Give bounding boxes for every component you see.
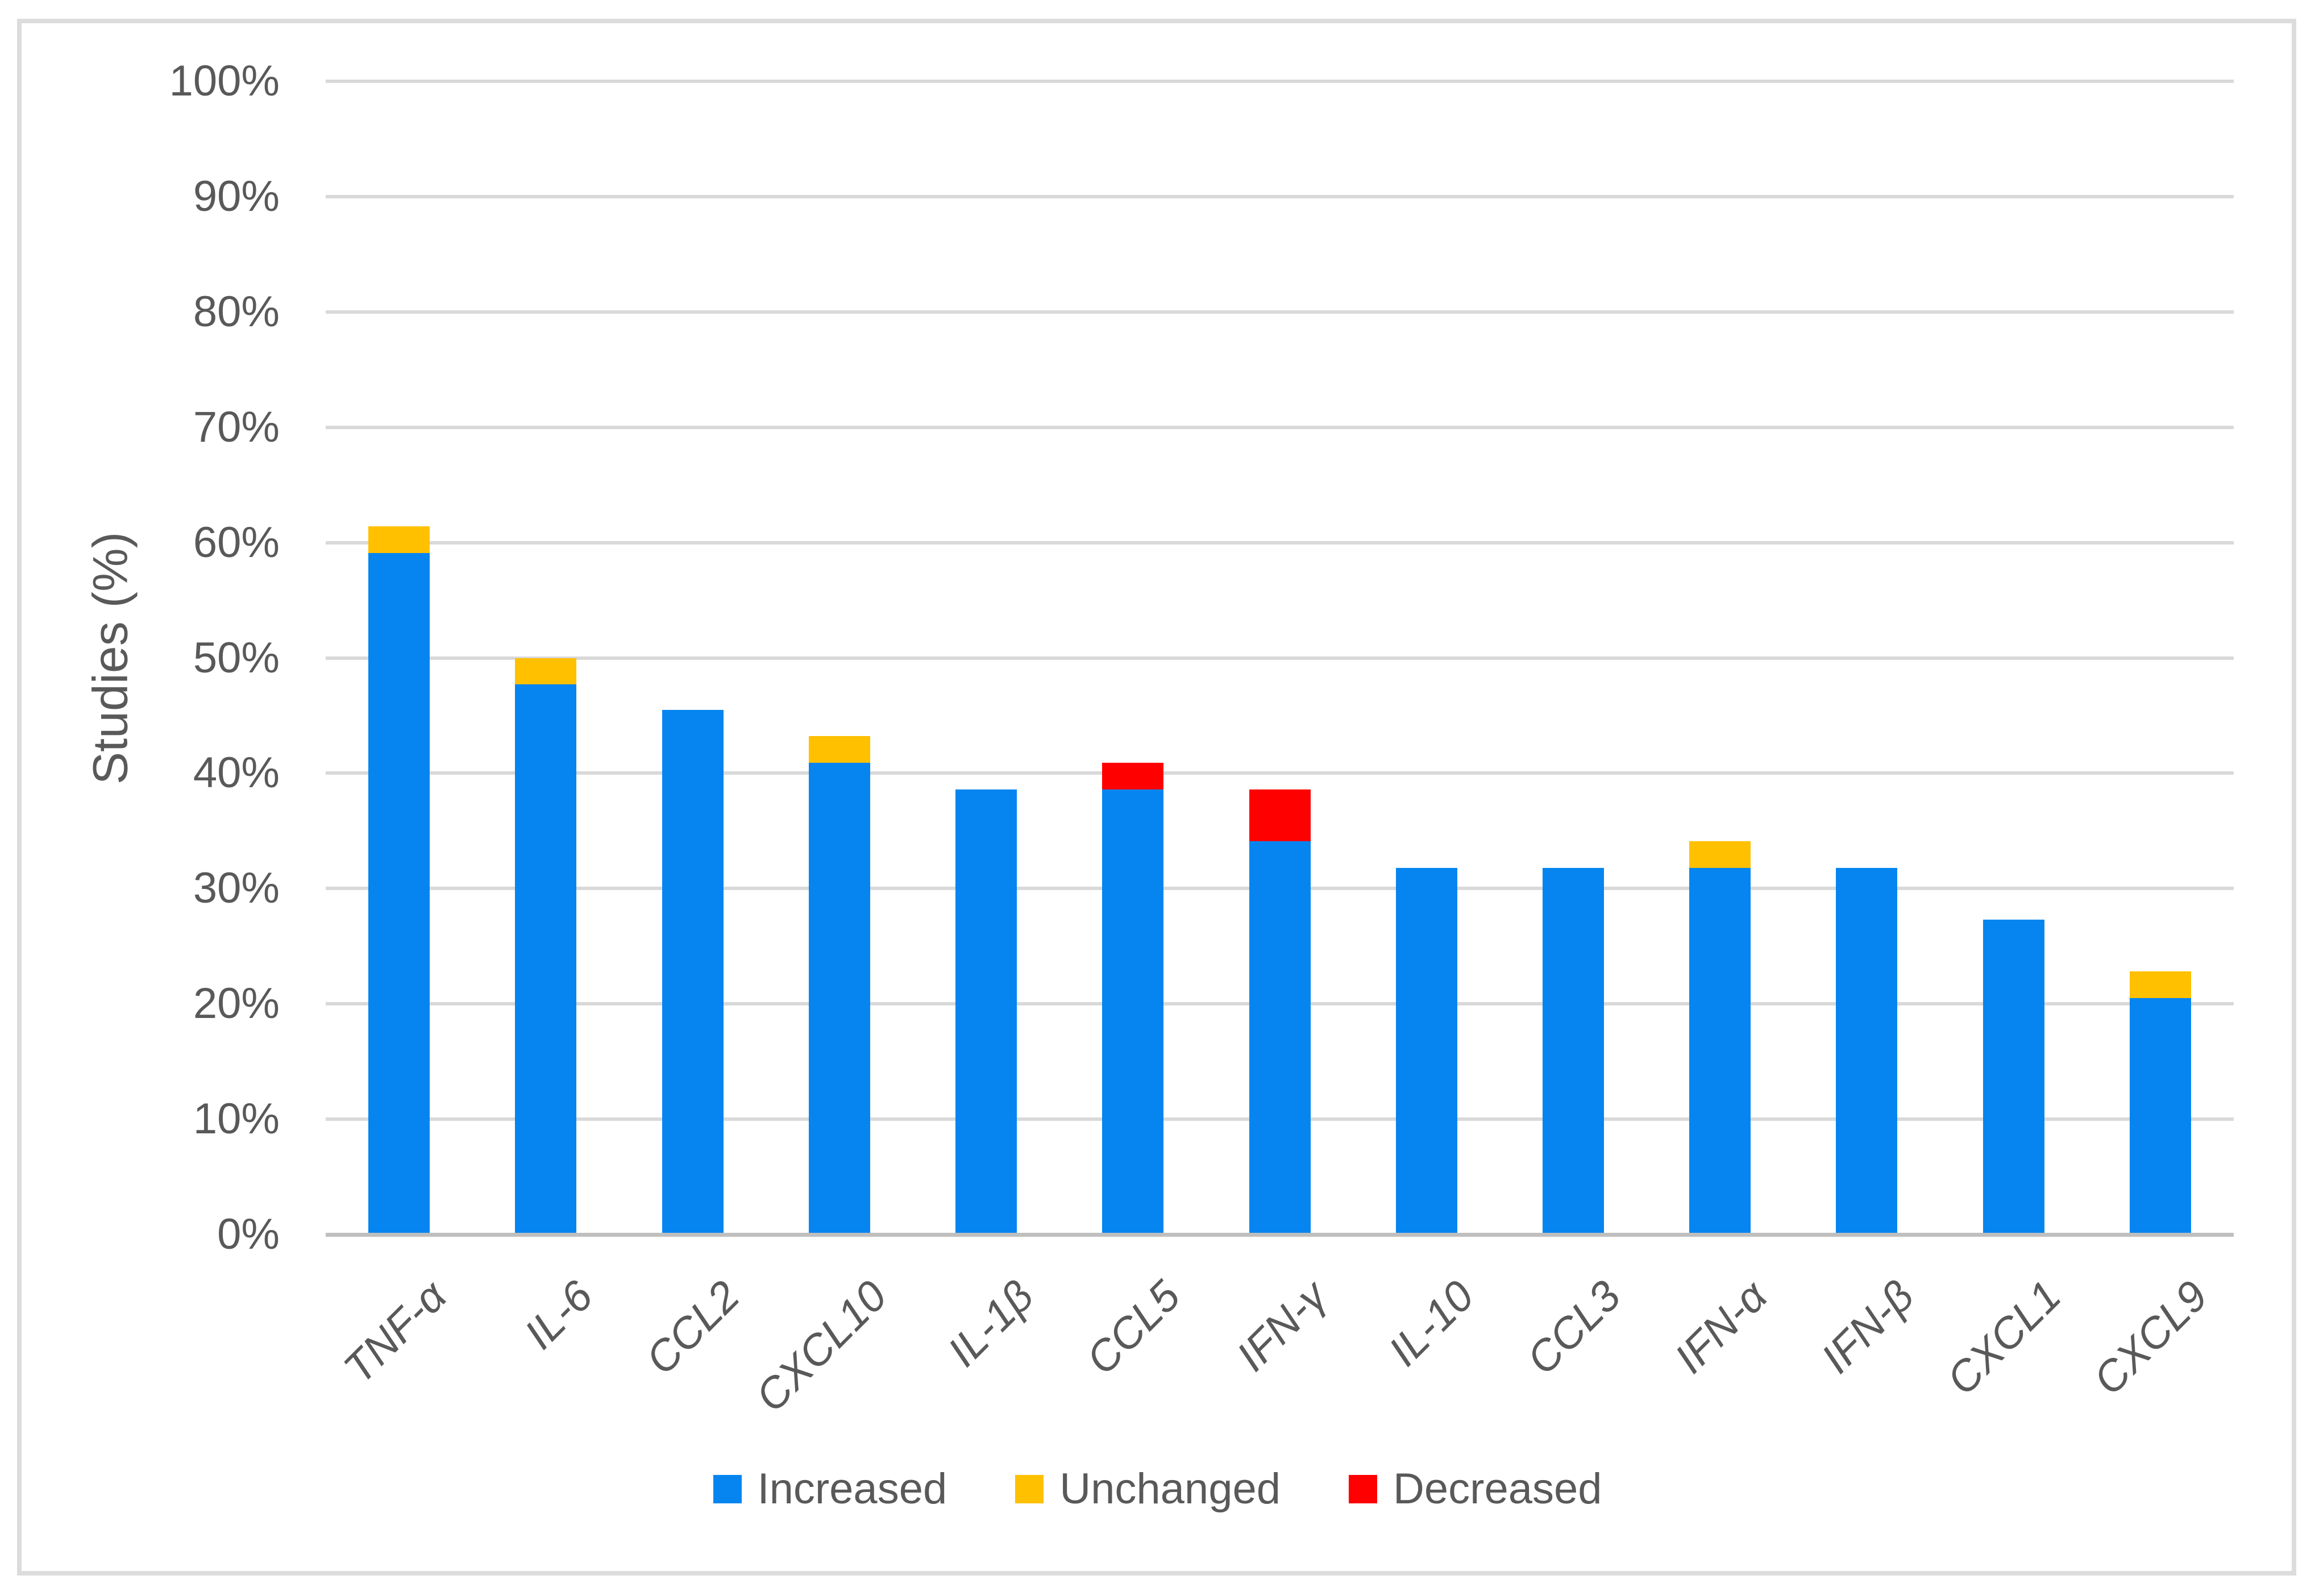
y-tick-label-70: 70% [193, 402, 280, 451]
x-tick-label-IL-6: IL-6 [516, 1271, 602, 1359]
y-tick-label-10: 10% [193, 1095, 280, 1144]
y-tick-label-0: 0% [217, 1210, 280, 1258]
bar-segment-unchanged-IFN-α [1689, 841, 1751, 868]
bar-segment-increased-TNF-α [368, 552, 430, 1235]
legend-item-increased: Increased [713, 1464, 947, 1514]
bar-segment-unchanged-TNF-α [368, 526, 430, 553]
gridline-100 [326, 80, 2234, 83]
gridline-60 [326, 541, 2234, 545]
bar-segment-unchanged-IL-6 [515, 658, 577, 685]
bar-segment-increased-CXCL9 [2129, 998, 2191, 1235]
y-tick-label-90: 90% [193, 172, 280, 221]
gridline-70 [326, 425, 2234, 429]
legend: Increased Unchanged Decreased [713, 1464, 1602, 1514]
bar-segment-decreased-CCL5 [1102, 763, 1164, 789]
x-tick-label-IFN-α: IFN-α [1665, 1271, 1777, 1383]
legend-item-unchanged: Unchanged [1015, 1464, 1281, 1514]
bar-segment-increased-IFN-β [1836, 867, 1898, 1235]
x-tick-label-TNF-α: TNF-α [334, 1271, 456, 1393]
bar-segment-increased-CCL3 [1542, 867, 1604, 1235]
bar-segment-increased-IL-10 [1395, 867, 1457, 1235]
bar-segment-decreased-IFN-γ [1249, 789, 1311, 842]
bar-segment-increased-IL-1β [955, 789, 1017, 1235]
bar-segment-increased-IFN-γ [1249, 841, 1311, 1235]
y-tick-label-100: 100% [169, 57, 280, 105]
y-tick-label-30: 30% [193, 864, 280, 913]
x-axis-line [326, 1233, 2234, 1237]
plot-area [326, 80, 2234, 1237]
gridline-80 [326, 310, 2234, 314]
legend-label-increased: Increased [757, 1465, 947, 1513]
x-tick-label-CXCL9: CXCL9 [2084, 1271, 2217, 1404]
gridline-90 [326, 194, 2234, 198]
legend-label-unchanged: Unchanged [1059, 1465, 1281, 1513]
y-tick-label-80: 80% [193, 287, 280, 336]
y-tick-label-20: 20% [193, 979, 280, 1028]
x-tick-label-IL-10: IL-10 [1379, 1271, 1483, 1375]
bar-segment-unchanged-CXCL10 [808, 736, 870, 763]
x-tick-label-CCL2: CCL2 [637, 1271, 749, 1384]
bar-segment-increased-CCL2 [662, 709, 724, 1235]
gridline-50 [326, 656, 2234, 660]
gridline-40 [326, 771, 2234, 775]
x-tick-label-IFN-β: IFN-β [1812, 1271, 1923, 1383]
x-tick-label-CCL5: CCL5 [1077, 1271, 1190, 1384]
legend-label-decreased: Decreased [1393, 1465, 1602, 1513]
bar-segment-increased-CCL5 [1102, 789, 1164, 1235]
y-tick-label-60: 60% [193, 518, 280, 567]
bar-segment-increased-CXCL1 [1982, 920, 2044, 1235]
bar-segment-increased-IL-6 [515, 684, 577, 1235]
legend-swatch-increased [713, 1474, 742, 1503]
bar-segment-increased-CXCL10 [808, 763, 870, 1235]
legend-swatch-unchanged [1015, 1474, 1044, 1503]
legend-swatch-decreased [1349, 1474, 1377, 1503]
y-tick-label-40: 40% [193, 749, 280, 797]
legend-item-decreased: Decreased [1349, 1464, 1602, 1514]
x-tick-label-IL-1β: IL-1β [938, 1271, 1043, 1376]
x-tick-label-CXCL1: CXCL1 [1937, 1271, 2071, 1404]
x-tick-label-CCL3: CCL3 [1517, 1271, 1630, 1384]
x-tick-label-IFN-γ: IFN-γ [1227, 1271, 1336, 1381]
bar-segment-unchanged-CXCL9 [2129, 971, 2191, 999]
x-tick-label-CXCL10: CXCL10 [746, 1271, 896, 1422]
y-tick-label-50: 50% [193, 633, 280, 682]
bar-segment-increased-IFN-α [1689, 867, 1751, 1235]
